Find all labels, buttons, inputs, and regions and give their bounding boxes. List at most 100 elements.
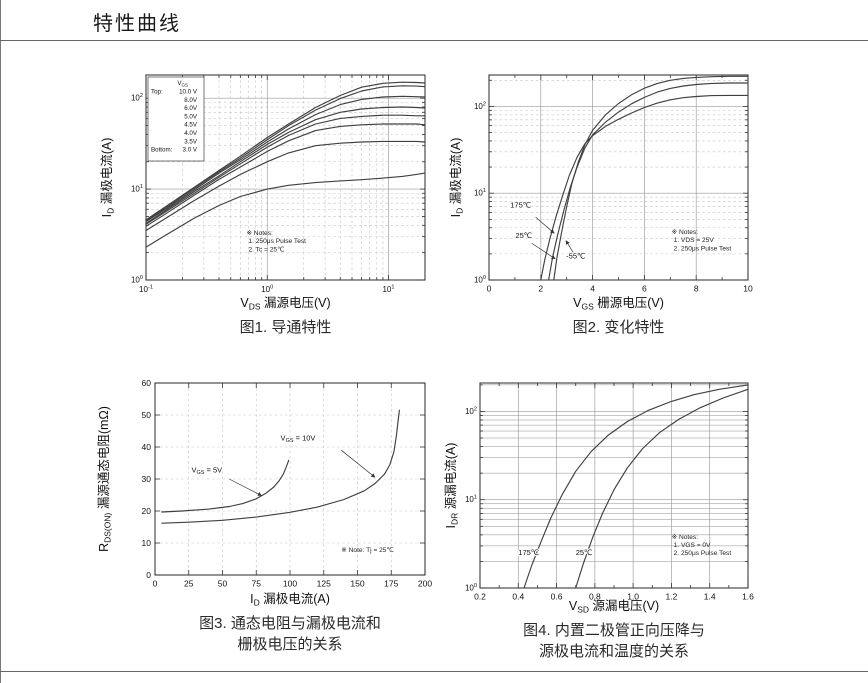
svg-text:100: 100 — [131, 275, 143, 285]
svg-text:VGS 栅源电压(V): VGS 栅源电压(V) — [573, 295, 664, 312]
svg-text:※ Notes:: ※ Notes: — [672, 534, 699, 541]
svg-text:100: 100 — [283, 579, 297, 589]
page-bottom-border — [0, 671, 868, 672]
svg-text:100: 100 — [261, 285, 273, 295]
svg-text:0: 0 — [146, 570, 151, 580]
svg-text:102: 102 — [474, 101, 486, 111]
svg-text:10: 10 — [142, 538, 152, 548]
figure-4-plot: 0.2 0.4 0.6 0.8 1.0 1.2 1.4 1.6 100 101 102 ※ Notes… — [443, 382, 754, 615]
svg-text:※ Notes:: ※ Notes: — [246, 230, 273, 237]
figure-3-caption: 图3. 通态电阻与漏极电流和 栅极电压的关系 — [155, 613, 425, 655]
svg-text:1. VDS = 25V: 1. VDS = 25V — [674, 237, 715, 244]
svg-text:1.6: 1.6 — [742, 592, 754, 602]
svg-text:VSD 源漏电压(V): VSD 源漏电压(V) — [569, 598, 659, 615]
svg-text:40: 40 — [142, 442, 152, 452]
svg-text:75: 75 — [252, 579, 262, 589]
svg-text:101: 101 — [382, 285, 394, 295]
svg-text:150: 150 — [350, 579, 364, 589]
svg-text:175℃: 175℃ — [518, 548, 539, 557]
svg-text:101: 101 — [465, 495, 477, 505]
figure-2-caption: 图2. 变化特性 — [489, 317, 748, 338]
svg-text:Top:: Top: — [151, 89, 163, 96]
svg-text:4.5V: 4.5V — [184, 122, 198, 129]
svg-text:60: 60 — [142, 378, 152, 388]
svg-text:25℃: 25℃ — [515, 231, 532, 240]
svg-text:VGS = 10V: VGS = 10V — [281, 434, 316, 445]
svg-text:6: 6 — [642, 284, 647, 294]
svg-text:100: 100 — [465, 583, 477, 593]
svg-text:ID 漏极电流(A): ID 漏极电流(A) — [250, 591, 330, 608]
svg-text:0: 0 — [153, 579, 158, 589]
svg-text:102: 102 — [465, 406, 477, 416]
svg-text:100: 100 — [474, 275, 486, 285]
svg-text:175℃: 175℃ — [510, 201, 531, 210]
svg-text:30: 30 — [142, 474, 152, 484]
svg-text:8: 8 — [694, 284, 699, 294]
title-divider-line — [0, 40, 868, 41]
svg-text:IDR 源漏电流(A): IDR 源漏电流(A) — [443, 443, 460, 529]
figure-4-caption: 图4. 内置二极管正向压降与 源极电流和温度的关系 — [480, 620, 748, 662]
svg-text:Bottom:: Bottom: — [151, 147, 173, 154]
page-left-border — [0, 0, 1, 683]
figure-1: 10-1 100 101 100 101 102 VGS Top: 10.0 V 8.0V 6.0V… — [85, 55, 435, 363]
svg-text:4: 4 — [590, 284, 595, 294]
figure-4: 0.2 0.4 0.6 0.8 1.0 1.2 1.4 1.6 100 101 102 ※ Notes… — [443, 370, 785, 666]
figure-4-caption-line-1: 图4. 内置二极管正向压降与 — [523, 622, 705, 639]
svg-text:3.0 V: 3.0 V — [183, 147, 198, 154]
svg-text:0.4: 0.4 — [512, 592, 524, 602]
page-title: 特性曲线 — [93, 13, 181, 35]
svg-text:20: 20 — [142, 506, 152, 516]
svg-text:10: 10 — [743, 284, 753, 294]
svg-text:8.0V: 8.0V — [184, 97, 198, 104]
svg-text:VDS 漏源电压(V): VDS 漏源电压(V) — [240, 295, 330, 312]
svg-text:-55℃: -55℃ — [566, 251, 585, 260]
svg-text:125: 125 — [317, 579, 331, 589]
svg-text:VGS: VGS — [177, 80, 188, 88]
svg-text:2. 250μs Pulse Test: 2. 250μs Pulse Test — [674, 245, 732, 252]
svg-text:※ Note: Tj = 25℃: ※ Note: Tj = 25℃ — [341, 546, 394, 554]
figure-3-caption-line-1: 图3. 通态电阻与漏极电流和 — [199, 615, 381, 632]
figure-3-plot: 0 25 50 75 100 125 150 175 200 0 10 20 30 40 50 60 ※ Not… — [96, 378, 432, 608]
figure-1-caption-line-1: 图1. 导通特性 — [239, 319, 332, 336]
svg-text:5.0V: 5.0V — [184, 113, 198, 120]
svg-text:101: 101 — [131, 184, 143, 194]
svg-text:1.2: 1.2 — [666, 592, 678, 602]
svg-text:25: 25 — [184, 579, 194, 589]
svg-text:1. 250μs Pulse Test: 1. 250μs Pulse Test — [248, 238, 306, 245]
figure-2-caption-line-1: 图2. 变化特性 — [572, 319, 665, 336]
svg-text:50: 50 — [142, 410, 152, 420]
figure-3-caption-line-2: 栅极电压的关系 — [237, 636, 343, 653]
svg-text:0.6: 0.6 — [551, 592, 563, 602]
figure-2: 0 2 4 6 8 10 100 101 102 ※ Notes: 1. VDS = 25V 2. 2… — [445, 55, 785, 363]
svg-text:2. Tc = 25℃: 2. Tc = 25℃ — [248, 245, 284, 253]
svg-text:0.8: 0.8 — [589, 592, 601, 602]
svg-text:※ Notes:: ※ Notes: — [672, 229, 699, 236]
figure-1-caption: 图1. 导通特性 — [146, 317, 425, 338]
svg-text:50: 50 — [218, 579, 228, 589]
svg-text:101: 101 — [474, 188, 486, 198]
svg-text:RDS(ON) 漏源通态电阻(mΩ): RDS(ON) 漏源通态电阻(mΩ) — [96, 406, 113, 552]
svg-text:0: 0 — [487, 284, 492, 294]
svg-text:ID 漏极电流(A): ID 漏极电流(A) — [448, 138, 465, 218]
svg-text:3.5V: 3.5V — [184, 138, 198, 145]
svg-text:200: 200 — [418, 579, 432, 589]
svg-text:1. VGS = 0V: 1. VGS = 0V — [674, 542, 711, 549]
svg-text:4.0V: 4.0V — [184, 130, 198, 137]
svg-text:25℃: 25℃ — [576, 548, 593, 557]
svg-text:10.0 V: 10.0 V — [179, 89, 198, 96]
svg-text:1.0: 1.0 — [627, 592, 639, 602]
svg-text:102: 102 — [131, 93, 143, 103]
figure-4-caption-line-2: 源极电流和温度的关系 — [538, 643, 689, 660]
svg-text:6.0V: 6.0V — [184, 105, 198, 112]
svg-text:1.4: 1.4 — [704, 592, 716, 602]
svg-text:10-1: 10-1 — [139, 285, 153, 295]
svg-text:VGS = 5V: VGS = 5V — [191, 466, 222, 477]
svg-text:ID 漏极电流(A): ID 漏极电流(A) — [99, 138, 116, 218]
svg-text:175: 175 — [384, 579, 398, 589]
figure-3: 0 25 50 75 100 125 150 175 200 0 10 20 30 40 50 60 ※ Not… — [85, 370, 435, 659]
svg-text:2: 2 — [538, 284, 543, 294]
svg-text:0.2: 0.2 — [474, 592, 486, 602]
